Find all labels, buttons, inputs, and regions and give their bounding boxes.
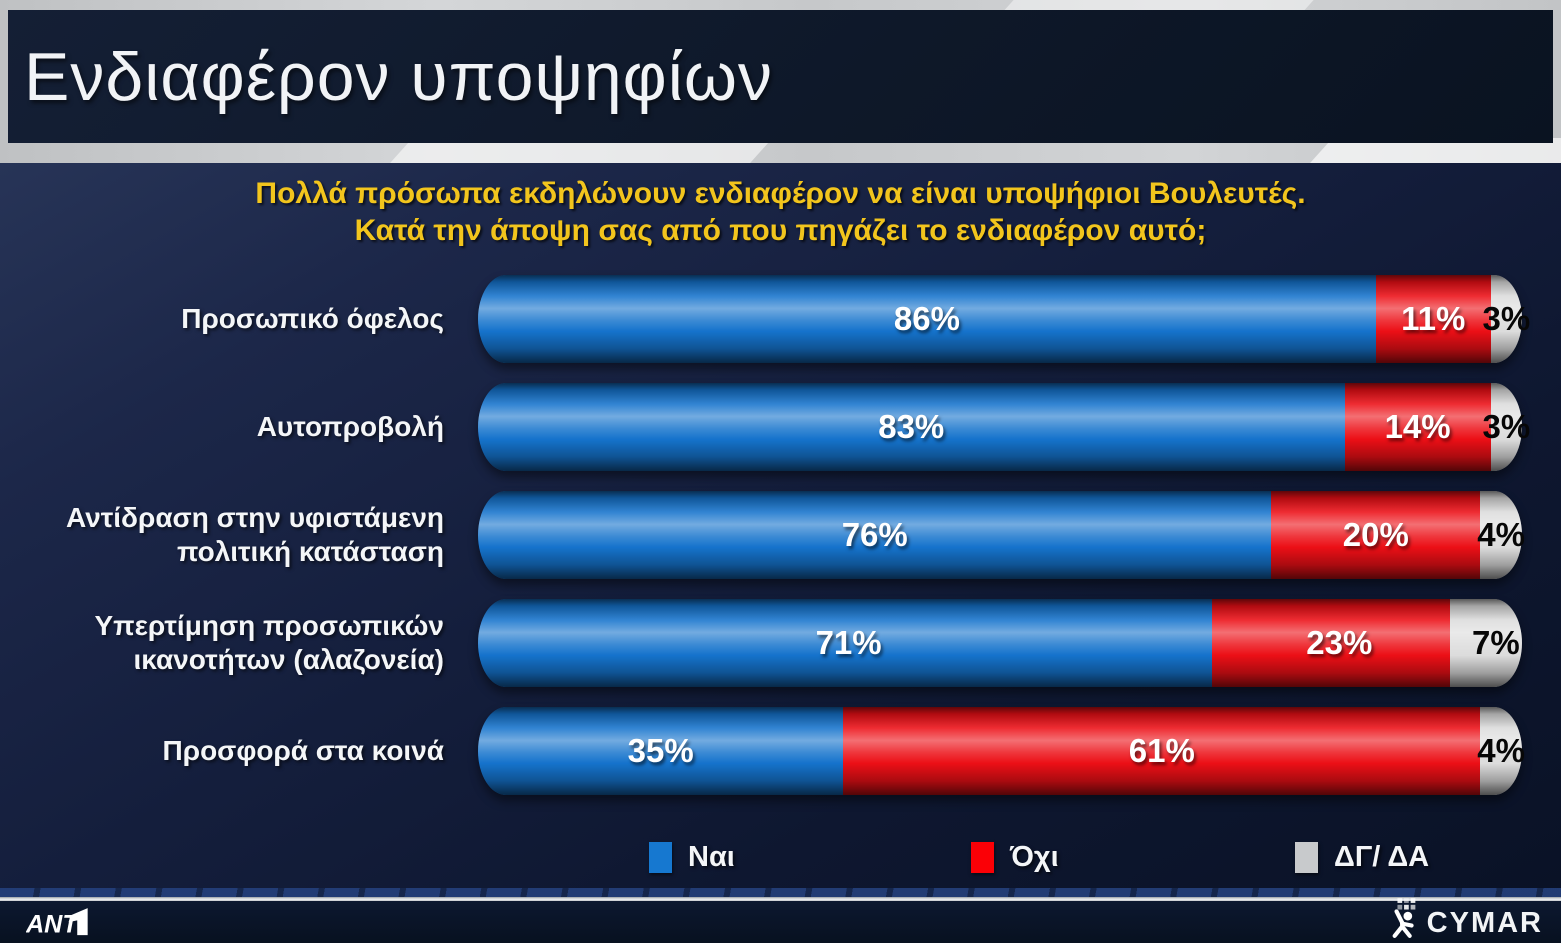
category-label: Αντίδραση στην υφιστάμενη πολιτική κατάσ…	[66, 502, 444, 567]
bar-area: 71% 23% 7%	[478, 599, 1522, 687]
stacked-bar	[478, 491, 1522, 579]
legend-swatch-dk	[1295, 842, 1318, 873]
bar-segment-no	[1344, 383, 1491, 471]
bar-segment-dk	[1490, 275, 1522, 363]
bar-area: 76% 20% 4%	[478, 491, 1525, 579]
bar-segment-no	[843, 707, 1481, 795]
category-label: Προσφορά στα κοινά	[162, 735, 444, 766]
page-title: Ενδιαφέρον υποψηφίων	[24, 38, 773, 115]
stacked-bar	[478, 707, 1522, 795]
bar-area: 86% 11% 3%	[478, 275, 1530, 363]
bar-segment-no	[1211, 599, 1450, 687]
bar-segment-yes	[478, 275, 1376, 363]
legend-item-no: Όχι	[971, 841, 1059, 874]
ant1-logo: ANT	[26, 907, 92, 938]
legend: Ναι Όχι ΔΓ/ ΔΑ	[0, 841, 1561, 885]
legend-item-yes: Ναι	[649, 841, 735, 874]
category-label: Υπερτίμηση προσωπικών ικανοτήτων (αλαζον…	[94, 610, 444, 675]
bar-segment-dk	[1449, 599, 1522, 687]
legend-swatch-yes	[649, 842, 672, 873]
chart-row: Αντίδραση στην υφιστάμενη πολιτική κατάσ…	[0, 481, 1561, 589]
category-label: Προσωπικό όφελος	[181, 303, 444, 334]
legend-item-dk: ΔΓ/ ΔΑ	[1295, 841, 1429, 874]
survey-question-line1: Πολλά πρόσωπα εκδηλώνουν ενδιαφέρον να ε…	[255, 177, 1306, 210]
stacked-bar	[478, 599, 1522, 687]
stripe-band	[0, 888, 1561, 897]
legend-label-dk: ΔΓ/ ΔΑ	[1334, 841, 1430, 873]
bar-segment-yes	[478, 491, 1272, 579]
bar-segment-no	[1271, 491, 1481, 579]
cymar-logo-text: CYMAR	[1426, 907, 1543, 939]
chart-rows: Προσωπικό όφελος 86% 11% 3% Αυτοπροβολή 83% 14…	[0, 265, 1561, 805]
ant1-logo-one-flag	[68, 907, 88, 935]
stacked-bar	[478, 383, 1522, 471]
survey-question-line2: Κατά την άποψη σας από που πηγάζει το εν…	[354, 214, 1207, 247]
ant1-logo-text: ANT	[26, 910, 80, 938]
chart-row: Υπερτίμηση προσωπικών ικανοτήτων (αλαζον…	[0, 589, 1561, 697]
bar-area: 35% 61% 4%	[478, 707, 1525, 795]
bar-segment-dk	[1490, 383, 1522, 471]
bar-segment-dk	[1480, 707, 1522, 795]
legend-swatch-no	[971, 842, 994, 873]
legend-label-no: Όχι	[1010, 841, 1059, 873]
legend-label-yes: Ναι	[688, 841, 735, 873]
bar-segment-yes	[478, 383, 1345, 471]
survey-question: Πολλά πρόσωπα εκδηλώνουν ενδιαφέρον να ε…	[0, 175, 1561, 249]
ant1-logo-graphic: ANT	[26, 907, 88, 938]
divider-line	[0, 897, 1561, 901]
chart-stage: Πολλά πρόσωπα εκδηλώνουν ενδιαφέρον να ε…	[0, 163, 1561, 897]
bar-segment-yes	[478, 599, 1212, 687]
chart-row: Προσφορά στα κοινά 35% 61% 4%	[0, 697, 1561, 805]
footer-bar: ANT	[0, 898, 1561, 943]
cymar-person-icon	[1392, 898, 1416, 938]
header-box: Ενδιαφέρον υποψηφίων	[8, 10, 1553, 143]
cymar-logo: CYMAR	[1389, 898, 1543, 938]
chart-row: Προσωπικό όφελος 86% 11% 3%	[0, 265, 1561, 373]
chart-row: Αυτοπροβολή 83% 14% 3%	[0, 373, 1561, 481]
bar-segment-no	[1375, 275, 1491, 363]
stacked-bar	[478, 275, 1522, 363]
bar-area: 83% 14% 3%	[478, 383, 1530, 471]
bar-segment-yes	[478, 707, 844, 795]
bar-segment-dk	[1480, 491, 1522, 579]
category-label: Αυτοπροβολή	[256, 411, 444, 442]
